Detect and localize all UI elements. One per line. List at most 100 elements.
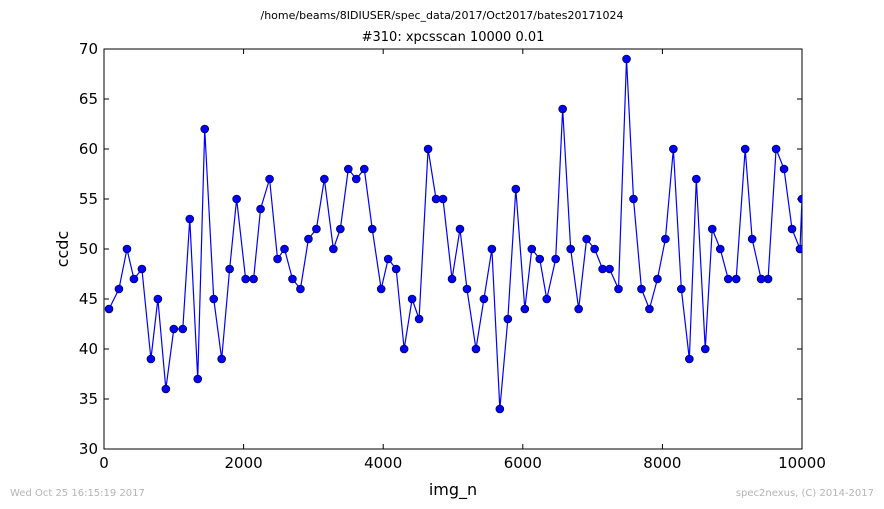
y-tick-label: 40 — [79, 340, 98, 358]
data-point — [747, 234, 757, 244]
data-point — [692, 174, 701, 184]
footer-timestamp: Wed Oct 25 16:15:19 2017 — [10, 488, 145, 499]
data-point — [273, 254, 282, 264]
data-point — [462, 284, 472, 294]
data-point — [129, 274, 139, 284]
x-tick-label: 6000 — [504, 454, 542, 472]
data-point — [265, 174, 274, 184]
data-point — [114, 284, 124, 294]
data-point — [661, 234, 670, 244]
footer-credit: spec2nexus, (C) 2014-2017 — [735, 488, 874, 499]
y-axis-label: ccdc — [53, 231, 72, 268]
data-point — [795, 244, 802, 254]
data-point — [304, 234, 313, 244]
data-point — [367, 224, 377, 234]
data-point — [161, 384, 171, 394]
data-point — [503, 314, 513, 324]
data-point — [359, 164, 369, 174]
data-point — [137, 264, 147, 274]
data-point — [407, 294, 417, 304]
data-point — [256, 204, 265, 214]
y-tick-label: 50 — [79, 240, 98, 258]
data-point — [487, 244, 497, 254]
data-point — [169, 324, 179, 334]
data-point — [535, 254, 545, 264]
data-point — [312, 224, 321, 234]
y-tick-label: 70 — [79, 40, 98, 58]
data-point — [241, 274, 250, 284]
data-point — [414, 314, 424, 324]
data-point — [645, 304, 654, 314]
data-point — [527, 244, 537, 254]
data-point — [447, 274, 457, 284]
data-point — [351, 174, 361, 184]
data-point — [104, 304, 114, 314]
data-point — [471, 344, 481, 354]
x-tick-label: 4000 — [364, 454, 402, 472]
data-point — [329, 244, 338, 254]
data-point — [399, 344, 409, 354]
data-point — [225, 264, 234, 274]
data-point — [178, 324, 188, 334]
y-tick-label: 45 — [79, 290, 98, 308]
data-point — [185, 214, 195, 224]
plot-frame — [103, 48, 803, 450]
data-point — [511, 184, 521, 194]
data-point — [320, 174, 329, 184]
x-tick-label: 0 — [99, 454, 109, 472]
data-point — [232, 194, 241, 204]
data-point — [715, 244, 725, 254]
data-point — [677, 284, 686, 294]
data-point — [249, 274, 258, 284]
data-point — [558, 104, 567, 114]
data-point — [383, 254, 393, 264]
data-point — [296, 284, 305, 294]
data-point — [566, 244, 575, 254]
data-point — [740, 144, 750, 154]
x-tick-label: 8000 — [643, 454, 681, 472]
data-point — [614, 284, 623, 294]
data-point — [582, 234, 591, 244]
data-point — [495, 404, 505, 414]
data-point — [153, 294, 163, 304]
y-tick-label: 60 — [79, 140, 98, 158]
data-point — [605, 264, 614, 274]
data-point — [193, 374, 203, 384]
y-tick-label: 35 — [79, 390, 98, 408]
data-point — [200, 124, 210, 134]
data-point — [343, 164, 353, 174]
data-point — [574, 304, 583, 314]
data-point — [669, 144, 678, 154]
data-point — [520, 304, 530, 314]
data-point — [455, 224, 465, 234]
y-tick-label: 55 — [79, 190, 98, 208]
data-point — [280, 244, 289, 254]
data-point — [590, 244, 599, 254]
data-point — [771, 144, 781, 154]
y-tick-label: 30 — [79, 440, 98, 458]
data-point — [622, 54, 631, 64]
data-point — [797, 194, 802, 204]
x-axis-label: img_n — [429, 480, 477, 500]
data-point — [479, 294, 489, 304]
data-point — [723, 274, 733, 284]
data-point — [438, 194, 448, 204]
data-point — [288, 274, 297, 284]
data-point — [542, 294, 552, 304]
data-point — [653, 274, 662, 284]
data-point — [763, 274, 773, 284]
data-point — [391, 264, 401, 274]
data-point — [685, 354, 694, 364]
data-point — [336, 224, 345, 234]
x-tick-label: 2000 — [225, 454, 263, 472]
data-point — [707, 224, 717, 234]
data-point — [629, 194, 638, 204]
data-point — [217, 354, 226, 364]
data-point — [423, 144, 433, 154]
data-point — [637, 284, 646, 294]
data-point — [122, 244, 132, 254]
y-tick-label: 65 — [79, 90, 98, 108]
figure-suptitle: /home/beams/8IDIUSER/spec_data/2017/Oct2… — [260, 9, 624, 22]
data-point — [787, 224, 797, 234]
